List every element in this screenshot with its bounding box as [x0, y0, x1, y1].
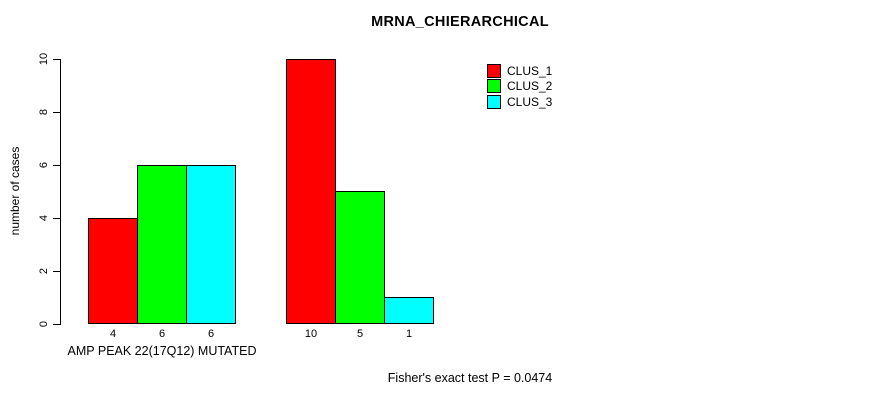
- y-tick-label: 2: [38, 267, 50, 275]
- footnote: Fisher's exact test P = 0.0474: [387, 371, 553, 385]
- y-axis-title: number of cases: [8, 146, 22, 236]
- y-tick-label: 6: [38, 161, 50, 169]
- y-tick-label: 4: [38, 214, 50, 222]
- bar-value-label: 1: [405, 328, 413, 340]
- bar: [286, 59, 336, 324]
- bar: [384, 297, 434, 324]
- legend-label: CLUS_2: [507, 79, 553, 94]
- bar: [335, 191, 385, 324]
- bar: [186, 165, 236, 324]
- y-tick: [53, 112, 61, 113]
- legend-item: CLUS_3: [487, 94, 552, 110]
- legend-label: CLUS_1: [507, 63, 553, 78]
- bar-value-label: 4: [109, 328, 117, 340]
- y-tick: [53, 324, 61, 325]
- y-tick: [53, 271, 61, 272]
- y-tick: [53, 218, 61, 219]
- bar: [137, 165, 187, 324]
- bar-value-label: 6: [158, 328, 166, 340]
- bar-value-label: 5: [356, 328, 364, 340]
- legend-swatch: [487, 63, 501, 78]
- y-axis-line: [60, 59, 61, 325]
- chart-title: MRNA_CHIERARCHICAL: [371, 14, 549, 30]
- bar-value-label: 6: [207, 328, 215, 340]
- legend-item: CLUS_1: [487, 63, 552, 79]
- y-tick: [53, 59, 61, 60]
- y-tick-label: 10: [38, 52, 50, 66]
- legend-swatch: [487, 79, 501, 94]
- bar-value-label: 10: [304, 328, 318, 340]
- bar: [88, 218, 138, 324]
- y-tick: [53, 165, 61, 166]
- legend-label: CLUS_3: [507, 94, 553, 109]
- y-tick-label: 8: [38, 108, 50, 116]
- legend: CLUS_1 CLUS_2 CLUS_3: [487, 63, 552, 110]
- legend-item: CLUS_2: [487, 79, 552, 95]
- legend-swatch: [487, 94, 501, 109]
- x-group-label: AMP PEAK 22(17Q12) MUTATED: [67, 344, 257, 358]
- y-tick-label: 0: [38, 320, 50, 328]
